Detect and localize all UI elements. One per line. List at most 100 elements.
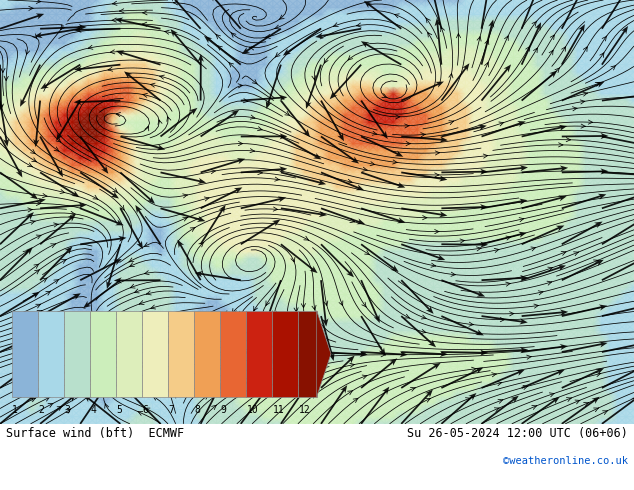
FancyArrowPatch shape [324, 301, 328, 305]
FancyArrowPatch shape [519, 218, 524, 221]
Bar [273, 311, 299, 397]
FancyArrowPatch shape [581, 124, 585, 128]
FancyArrowPatch shape [105, 404, 108, 408]
FancyArrowPatch shape [435, 151, 439, 155]
FancyArrowPatch shape [404, 314, 410, 318]
FancyArrowPatch shape [238, 84, 242, 88]
FancyArrowPatch shape [460, 239, 465, 243]
FancyArrowPatch shape [593, 260, 598, 264]
FancyArrowPatch shape [1, 68, 5, 73]
FancyArrowPatch shape [611, 65, 616, 70]
FancyArrowPatch shape [533, 48, 538, 52]
FancyArrowPatch shape [212, 345, 217, 349]
FancyArrowPatch shape [183, 217, 188, 221]
FancyArrowPatch shape [36, 235, 41, 239]
FancyArrowPatch shape [229, 62, 233, 67]
FancyArrowPatch shape [271, 391, 276, 395]
Bar [90, 311, 116, 397]
FancyArrowPatch shape [498, 399, 503, 403]
FancyArrowPatch shape [30, 149, 36, 154]
FancyArrowPatch shape [150, 83, 155, 87]
FancyArrowPatch shape [46, 291, 51, 295]
FancyArrowPatch shape [495, 248, 499, 252]
FancyArrowPatch shape [242, 391, 246, 395]
FancyArrowPatch shape [112, 1, 117, 5]
FancyArrowPatch shape [158, 120, 162, 124]
FancyArrowPatch shape [531, 247, 536, 251]
FancyArrowPatch shape [275, 52, 280, 57]
FancyArrowPatch shape [145, 348, 150, 352]
Text: 8: 8 [194, 405, 200, 415]
Text: 2: 2 [38, 405, 44, 415]
FancyArrowPatch shape [499, 122, 503, 126]
FancyArrowPatch shape [285, 111, 290, 116]
FancyArrowPatch shape [120, 205, 125, 211]
FancyArrowPatch shape [500, 318, 505, 322]
FancyArrowPatch shape [273, 311, 276, 315]
FancyArrowPatch shape [145, 126, 149, 131]
FancyArrowPatch shape [40, 349, 44, 353]
FancyArrowPatch shape [294, 308, 298, 312]
FancyArrowPatch shape [204, 395, 209, 399]
FancyArrowPatch shape [311, 393, 316, 398]
Text: 11: 11 [273, 405, 284, 415]
FancyArrowPatch shape [291, 257, 295, 262]
FancyArrowPatch shape [23, 250, 28, 255]
Text: 9: 9 [221, 405, 226, 415]
FancyArrowPatch shape [204, 197, 209, 201]
FancyArrowPatch shape [425, 398, 430, 402]
FancyArrowPatch shape [164, 363, 168, 368]
FancyArrowPatch shape [339, 301, 343, 305]
Text: 3: 3 [64, 405, 70, 415]
FancyArrowPatch shape [238, 142, 243, 146]
FancyArrowPatch shape [534, 304, 538, 308]
FancyArrowPatch shape [45, 360, 50, 365]
FancyArrowPatch shape [54, 279, 59, 284]
FancyArrowPatch shape [267, 351, 271, 355]
Text: 4: 4 [90, 405, 96, 415]
FancyArrowPatch shape [266, 34, 270, 39]
FancyArrowPatch shape [42, 278, 47, 282]
FancyArrowPatch shape [174, 1, 178, 5]
FancyArrowPatch shape [559, 143, 563, 147]
FancyArrowPatch shape [532, 21, 537, 26]
FancyArrowPatch shape [593, 408, 598, 412]
FancyArrowPatch shape [456, 34, 461, 38]
FancyArrowPatch shape [231, 32, 236, 37]
FancyArrowPatch shape [25, 357, 30, 361]
FancyArrowPatch shape [145, 408, 150, 412]
FancyArrowPatch shape [66, 409, 71, 413]
FancyArrowPatch shape [108, 67, 113, 71]
FancyArrowPatch shape [138, 412, 143, 416]
FancyArrowPatch shape [381, 353, 385, 357]
FancyArrowPatch shape [34, 264, 39, 269]
FancyArrowPatch shape [28, 208, 32, 212]
FancyArrowPatch shape [254, 306, 257, 311]
Text: 5: 5 [116, 405, 122, 415]
FancyArrowPatch shape [32, 34, 37, 38]
FancyArrowPatch shape [240, 311, 243, 316]
FancyArrowPatch shape [365, 250, 370, 255]
Bar [221, 311, 247, 397]
FancyArrowPatch shape [527, 355, 531, 359]
FancyArrowPatch shape [210, 170, 216, 174]
FancyArrowPatch shape [561, 251, 566, 255]
FancyArrowPatch shape [449, 121, 454, 124]
FancyArrowPatch shape [370, 162, 375, 166]
FancyArrowPatch shape [526, 47, 529, 51]
FancyArrowPatch shape [183, 194, 188, 198]
FancyArrowPatch shape [39, 322, 44, 326]
FancyArrowPatch shape [566, 138, 571, 142]
FancyArrowPatch shape [252, 79, 257, 84]
FancyArrowPatch shape [347, 55, 353, 60]
FancyArrowPatch shape [510, 312, 514, 316]
FancyArrowPatch shape [139, 300, 144, 304]
FancyArrowPatch shape [275, 25, 280, 29]
FancyArrowPatch shape [27, 163, 32, 167]
FancyArrowPatch shape [497, 382, 501, 386]
FancyArrowPatch shape [250, 148, 254, 153]
FancyArrowPatch shape [199, 361, 204, 366]
FancyArrowPatch shape [435, 229, 439, 234]
FancyArrowPatch shape [34, 389, 39, 392]
FancyArrowPatch shape [588, 120, 593, 124]
